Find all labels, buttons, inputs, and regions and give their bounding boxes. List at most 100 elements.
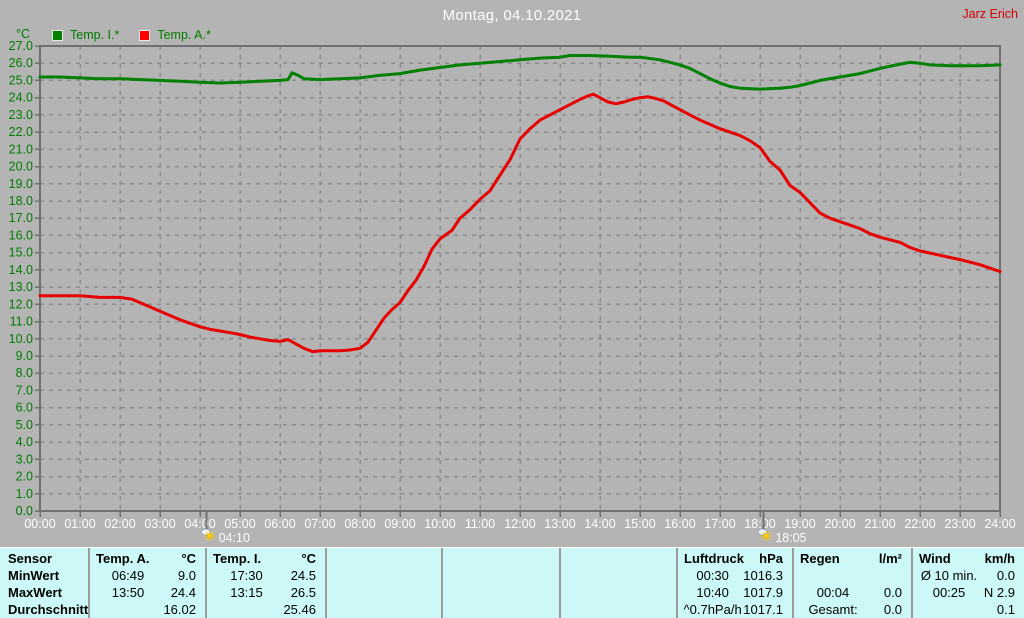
sensor-name: Temp. I.: [213, 551, 262, 566]
stat-time: [331, 567, 398, 584]
stat-value: [633, 601, 667, 618]
x-axis-tick-label: 21:00: [864, 517, 895, 531]
x-axis-tick-label: 15:00: [624, 517, 655, 531]
sun-disc: [763, 533, 769, 539]
stat-value: 9.0: [177, 568, 196, 583]
series-line-temp-i: [38, 54, 1002, 91]
x-axis-tick-label: 04:00: [184, 517, 215, 531]
table-row: Gesamt: 0.0: [794, 601, 911, 618]
stat-time: 13:50: [111, 585, 145, 600]
stat-value: N 2.9: [983, 585, 1015, 600]
stat-value: 25.46: [283, 602, 316, 617]
sensor-name: Temp. A.: [96, 551, 150, 566]
stat-time: Ø 10 min.: [920, 568, 978, 583]
table-row: 00:25 N 2.9: [913, 584, 1024, 601]
table-group-blank: [325, 548, 441, 618]
group-header-regen: Regen l/m²: [794, 550, 911, 567]
x-axis-tick-label: 12:00: [504, 517, 535, 531]
table-row: [561, 567, 676, 584]
group-header-blank: [443, 550, 559, 567]
legend-label: Temp. A.*: [157, 28, 211, 42]
y-axis-tick-label: 4.0: [16, 435, 33, 449]
sunset-time-label: 18:05: [775, 531, 806, 545]
sun-ray: [205, 537, 208, 541]
y-axis-tick-label: 12.0: [9, 297, 33, 311]
x-axis-tick-label: 23:00: [944, 517, 975, 531]
table-row: 13:50 24.4: [90, 584, 205, 601]
stat-value: 0.0: [996, 568, 1015, 583]
stat-time: [917, 601, 981, 618]
owner-label: Jarz Erich: [962, 7, 1018, 21]
page-title: Montag, 04.10.2021: [442, 7, 582, 24]
legend-item-temp-a: Temp. A.*: [139, 28, 211, 42]
table-row: [443, 567, 559, 584]
table-row: 00:04 0.0: [794, 584, 911, 601]
sun-rays: [204, 530, 215, 542]
sensor-name: Luftdruck: [684, 551, 744, 566]
sunset-marker: 18:05: [757, 511, 807, 545]
stat-time: [447, 567, 516, 584]
chart-grid: [40, 46, 1000, 511]
stat-value: 0.0: [883, 585, 902, 600]
table-row: [327, 584, 441, 601]
sunset-icon: [757, 528, 772, 542]
x-axis-tick-label: 16:00: [664, 517, 695, 531]
stat-time: Gesamt:: [808, 602, 858, 617]
stat-value: [516, 601, 550, 618]
stat-time: 00:30: [696, 568, 729, 583]
temperature-chart: 0.0 1.0 2.0 3.0 4.0 5.0 6.0 7.0 8.0 9.0 10.0 11.0 12…: [9, 39, 1016, 545]
x-axis-tick-label: 22:00: [904, 517, 935, 531]
sensor-unit: °C: [181, 551, 196, 566]
x-axis-tick-label: 19:00: [784, 517, 815, 531]
y-axis-tick-label: 13.0: [9, 280, 33, 294]
stat-time: [565, 567, 633, 584]
sensor-unit: l/m²: [878, 551, 902, 566]
sun-disc: [207, 533, 213, 539]
y-axis-tick-label: 16.0: [9, 228, 33, 242]
y-axis-tick-label: 19.0: [9, 177, 33, 191]
stat-time: [331, 584, 398, 601]
legend-label: Temp. I.*: [70, 28, 120, 42]
table-row: [327, 601, 441, 618]
y-axis-tick-label: 0.0: [16, 504, 33, 518]
stat-value: 0.1: [996, 602, 1015, 617]
x-axis-tick-label: 03:00: [144, 517, 175, 531]
series-line-temp-a: [38, 92, 1002, 354]
y-axis-tick-label: 14.0: [9, 263, 33, 277]
row-label-minwert: MinWert: [8, 568, 60, 583]
x-axis-tick-label: 06:00: [264, 517, 295, 531]
sun-ray: [768, 531, 771, 535]
stat-value: 1016.3: [743, 568, 783, 583]
row-label-durchschnitt: Durchschnitt: [8, 602, 89, 617]
table-row: 17:30 24.5: [207, 567, 325, 584]
table-row: 06:49 9.0: [90, 567, 205, 584]
stat-time: [331, 601, 398, 618]
stat-value: 26.5: [290, 585, 316, 600]
group-header-blank: [327, 550, 441, 567]
stat-value: [516, 567, 550, 584]
y-axis-tick-label: 24.0: [9, 91, 33, 105]
sensor-unit: hPa: [759, 551, 783, 566]
y-axis-tick-label: 1.0: [16, 487, 33, 501]
table-group-temp-i: Temp. I. °C 17:30 24.5 13:15 26.5 25.46: [205, 548, 325, 618]
stat-time: [565, 601, 633, 618]
sensor-unit: km/h: [984, 551, 1015, 566]
plot-border: [39, 45, 1001, 512]
y-axis-tick-label: 20.0: [9, 160, 33, 174]
x-axis-tick-label: 20:00: [824, 517, 855, 531]
x-axis-tick-label: 17:00: [704, 517, 735, 531]
table-label-column: Sensor MinWert MaxWert Durchschnitt: [0, 548, 88, 618]
y-axis-tick-label: 23.0: [9, 108, 33, 122]
y-axis-tick-label: 5.0: [16, 418, 33, 432]
sunrise-time-label: 04:10: [219, 531, 250, 545]
y-axis-tick-label: 10.0: [9, 332, 33, 346]
group-header-temp-i: Temp. I. °C: [207, 550, 325, 567]
y-axis-tick-label: 18.0: [9, 194, 33, 208]
stat-time: [447, 601, 516, 618]
table-row: 16.02: [90, 601, 205, 618]
stat-time: ^0.7hPa/h: [683, 602, 742, 617]
group-header-temp-a: Temp. A. °C: [90, 550, 205, 567]
table-row: [327, 567, 441, 584]
x-axis-tick-label: 18:00: [744, 517, 775, 531]
